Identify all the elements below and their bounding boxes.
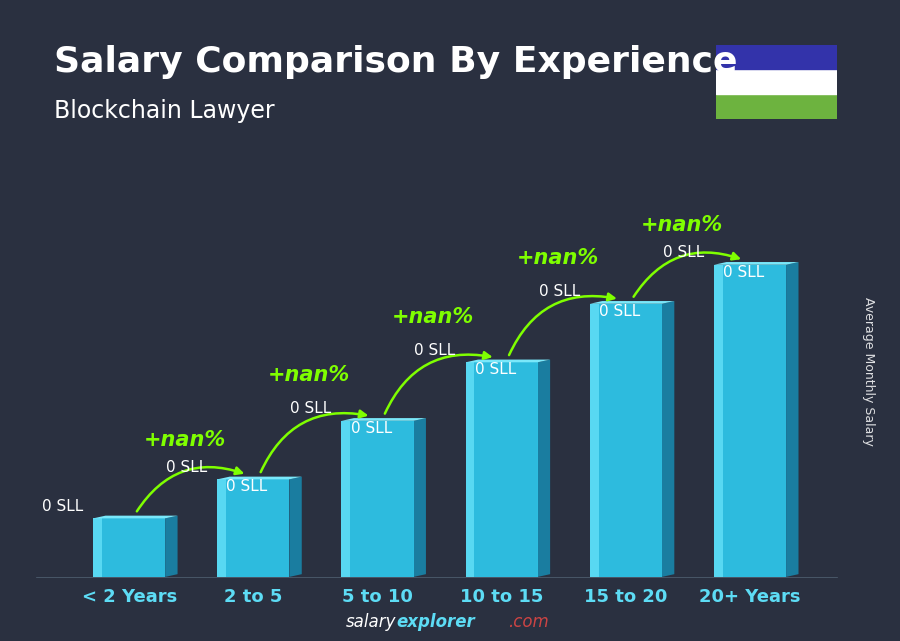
Polygon shape — [590, 301, 674, 304]
Bar — [465, 362, 474, 577]
Bar — [465, 362, 537, 577]
Text: 0 SLL: 0 SLL — [475, 362, 516, 378]
Bar — [716, 45, 837, 69]
Polygon shape — [662, 301, 674, 577]
Polygon shape — [217, 477, 302, 479]
Bar — [716, 69, 837, 94]
Polygon shape — [413, 418, 426, 577]
Bar — [93, 519, 102, 577]
Polygon shape — [465, 360, 550, 362]
Text: +nan%: +nan% — [268, 365, 350, 385]
Text: 0 SLL: 0 SLL — [166, 460, 207, 475]
Bar — [93, 519, 166, 577]
Text: explorer: explorer — [396, 613, 475, 631]
Text: 0 SLL: 0 SLL — [724, 265, 764, 279]
Bar — [716, 94, 837, 119]
Text: 0 SLL: 0 SLL — [539, 284, 580, 299]
Text: +nan%: +nan% — [144, 430, 226, 450]
Bar — [590, 304, 598, 577]
Bar — [217, 479, 226, 577]
Polygon shape — [714, 262, 798, 265]
Polygon shape — [786, 262, 798, 577]
Bar — [217, 479, 289, 577]
Text: .com: .com — [508, 613, 549, 631]
Polygon shape — [93, 515, 177, 519]
Bar — [714, 265, 723, 577]
Text: 0 SLL: 0 SLL — [42, 499, 83, 513]
Text: Average Monthly Salary: Average Monthly Salary — [862, 297, 875, 446]
Bar — [714, 265, 786, 577]
Text: +nan%: +nan% — [517, 248, 598, 268]
Text: 0 SLL: 0 SLL — [415, 343, 455, 358]
Text: 0 SLL: 0 SLL — [663, 245, 704, 260]
Bar — [341, 421, 350, 577]
Text: salary: salary — [346, 613, 396, 631]
Text: 0 SLL: 0 SLL — [227, 479, 267, 494]
Text: Blockchain Lawyer: Blockchain Lawyer — [54, 99, 274, 123]
Bar — [341, 421, 413, 577]
Text: 0 SLL: 0 SLL — [351, 421, 392, 436]
Text: +nan%: +nan% — [641, 215, 723, 235]
Polygon shape — [166, 515, 177, 577]
Bar — [590, 304, 662, 577]
Polygon shape — [537, 360, 550, 577]
Polygon shape — [341, 418, 426, 421]
Text: +nan%: +nan% — [392, 306, 474, 326]
Text: 0 SLL: 0 SLL — [291, 401, 331, 416]
Polygon shape — [289, 477, 302, 577]
Text: 0 SLL: 0 SLL — [599, 304, 640, 319]
Text: Salary Comparison By Experience: Salary Comparison By Experience — [54, 45, 737, 79]
